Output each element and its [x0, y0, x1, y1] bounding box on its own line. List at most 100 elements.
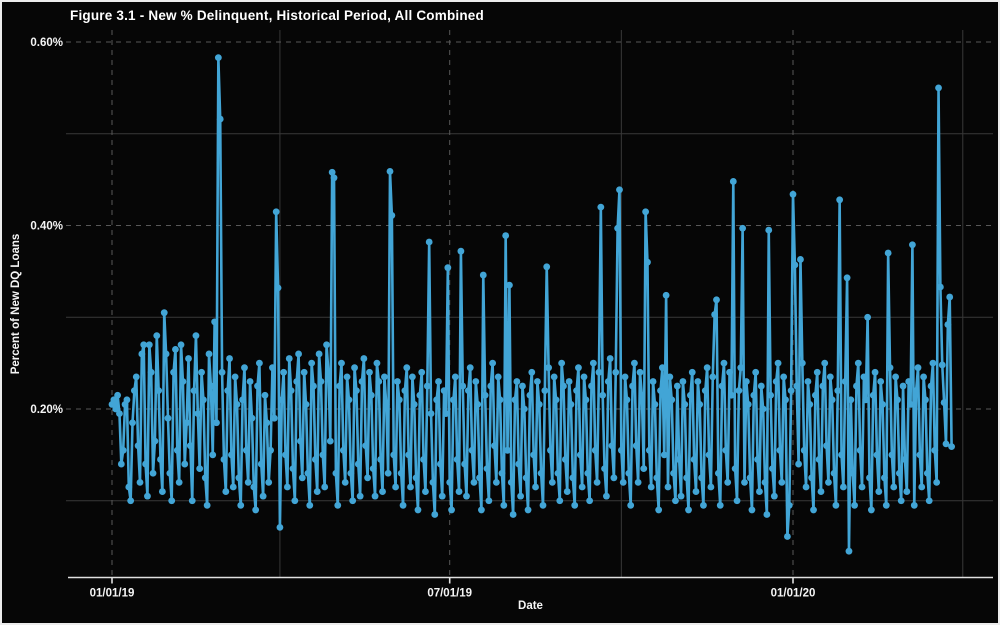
data-point [116, 410, 123, 417]
data-point [474, 401, 482, 408]
data-point [513, 378, 521, 385]
data-point [358, 378, 366, 385]
data-point [209, 451, 217, 459]
data-point [884, 249, 892, 257]
data-point [713, 296, 720, 304]
data-point [873, 451, 881, 459]
data-point [339, 446, 347, 454]
data-point [255, 359, 263, 367]
data-point [384, 469, 392, 477]
data-point [151, 437, 159, 445]
data-point [231, 373, 239, 381]
data-point [718, 382, 726, 390]
data-point [140, 341, 148, 349]
data-point [272, 208, 280, 216]
data-point [354, 460, 362, 468]
data-point [778, 479, 786, 486]
data-point [297, 437, 304, 445]
data-point [487, 382, 495, 390]
data-point [414, 506, 422, 514]
data-point [694, 378, 702, 385]
data-point [392, 483, 399, 491]
tick-labels: 0.20% 0.40% 0.60% 01/01/19 07/01/19 01/01/20 [30, 37, 815, 600]
data-point [810, 506, 817, 514]
data-point [604, 378, 612, 385]
data-point [644, 258, 651, 266]
data-point [371, 492, 379, 500]
data-point [257, 460, 265, 468]
data-point [412, 474, 420, 482]
data-point [675, 456, 683, 463]
data-point [319, 451, 327, 459]
data-point [298, 474, 306, 482]
data-point [640, 465, 648, 473]
data-point [569, 474, 577, 482]
data-point [849, 469, 857, 477]
data-point [933, 479, 941, 486]
data-point [311, 456, 319, 463]
data-point [123, 396, 131, 404]
data-point [517, 492, 524, 500]
data-point [679, 378, 687, 385]
data-point [269, 364, 276, 372]
data-point [597, 203, 605, 211]
data-point [686, 391, 694, 399]
data-point [539, 501, 547, 509]
data-point [685, 506, 692, 514]
data-point [776, 446, 784, 454]
data-point [241, 364, 248, 372]
data-point [362, 442, 370, 450]
data-point [436, 460, 444, 468]
data-point [379, 488, 386, 495]
data-point [845, 547, 853, 555]
data-point [920, 373, 927, 381]
data-point [619, 479, 627, 486]
data-point [655, 506, 663, 514]
data-point [287, 387, 295, 395]
data-point [823, 442, 830, 450]
data-point [797, 256, 804, 263]
data-point [938, 361, 946, 369]
data-point [877, 378, 885, 385]
data-point [754, 456, 761, 463]
data-point [847, 396, 855, 404]
data-point [201, 474, 209, 482]
data-point [578, 483, 586, 491]
data-point [800, 446, 808, 454]
data-point [690, 456, 698, 463]
data-point [399, 501, 407, 509]
data-point [130, 387, 138, 395]
data-point [242, 446, 250, 454]
data-point [530, 451, 538, 459]
data-point [890, 483, 898, 491]
data-point [838, 451, 845, 459]
data-point [882, 501, 890, 509]
data-point [519, 382, 526, 390]
data-point [323, 341, 330, 349]
data-point [134, 442, 142, 450]
data-point [328, 168, 336, 176]
data-point [580, 373, 588, 381]
data-point [535, 401, 543, 408]
data-point [457, 247, 465, 255]
data-point [183, 419, 191, 427]
data-point [377, 456, 385, 463]
data-point [522, 474, 530, 482]
data-point [463, 492, 470, 500]
data-point [856, 446, 864, 454]
data-point [235, 474, 243, 482]
data-point [851, 501, 858, 509]
data-point [214, 54, 222, 61]
data-point [485, 497, 493, 505]
data-point [735, 387, 743, 395]
data-point [173, 446, 181, 454]
data-point [586, 497, 594, 505]
data-point [246, 378, 254, 385]
data-point [910, 501, 918, 509]
data-point [515, 460, 523, 468]
data-point [259, 492, 267, 500]
delinquency-series [108, 54, 955, 555]
data-point [789, 190, 797, 198]
x-tick-label: 07/01/19 [427, 588, 472, 600]
data-point [504, 446, 511, 454]
